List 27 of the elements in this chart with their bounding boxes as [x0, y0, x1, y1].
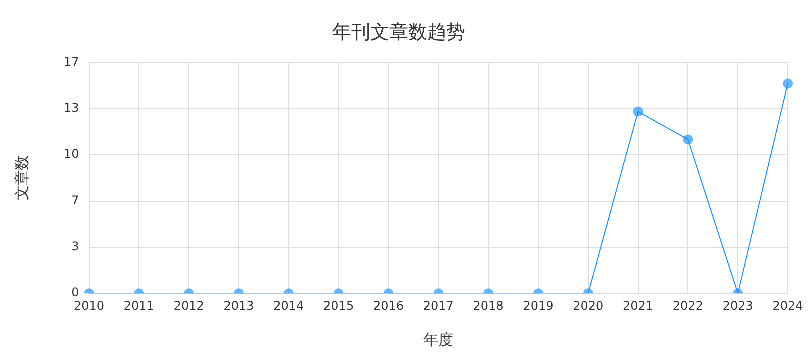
- x-tick-label: 2024: [772, 298, 804, 313]
- y-tick-label: 13: [64, 101, 80, 116]
- y-tick-label: 10: [64, 147, 80, 162]
- x-tick-label: 2020: [573, 298, 604, 313]
- x-tick-label: 2012: [174, 298, 204, 313]
- y-tick-label: 3: [72, 240, 80, 254]
- chart-title: 年刊文章数趋势: [332, 21, 466, 44]
- x-tick-label: 2017: [423, 298, 454, 313]
- x-tick-label: 2022: [672, 298, 704, 313]
- x-axis-title: 年度: [424, 330, 454, 349]
- x-tick-label: 2019: [523, 298, 554, 313]
- y-tick-label: 17: [64, 54, 80, 69]
- x-tick-label: 2021: [623, 298, 654, 313]
- x-tick-label: 2023: [722, 298, 754, 313]
- x-tick-label: 2011: [124, 298, 154, 313]
- y-tick-label: 7: [72, 193, 80, 208]
- y-axis-title: 文章数: [12, 156, 31, 201]
- x-tick-label: 2018: [473, 298, 504, 313]
- x-tick-label: 2016: [373, 298, 404, 313]
- point: [683, 134, 694, 145]
- y-tick-label: 0: [72, 286, 80, 300]
- x-tick-label: 2010: [74, 298, 105, 313]
- point: [783, 78, 793, 89]
- x-tick-label: 2015: [324, 298, 354, 313]
- x-tick-label: 2014: [274, 298, 304, 313]
- point: [633, 106, 644, 117]
- x-tick-label: 2013: [224, 298, 254, 313]
